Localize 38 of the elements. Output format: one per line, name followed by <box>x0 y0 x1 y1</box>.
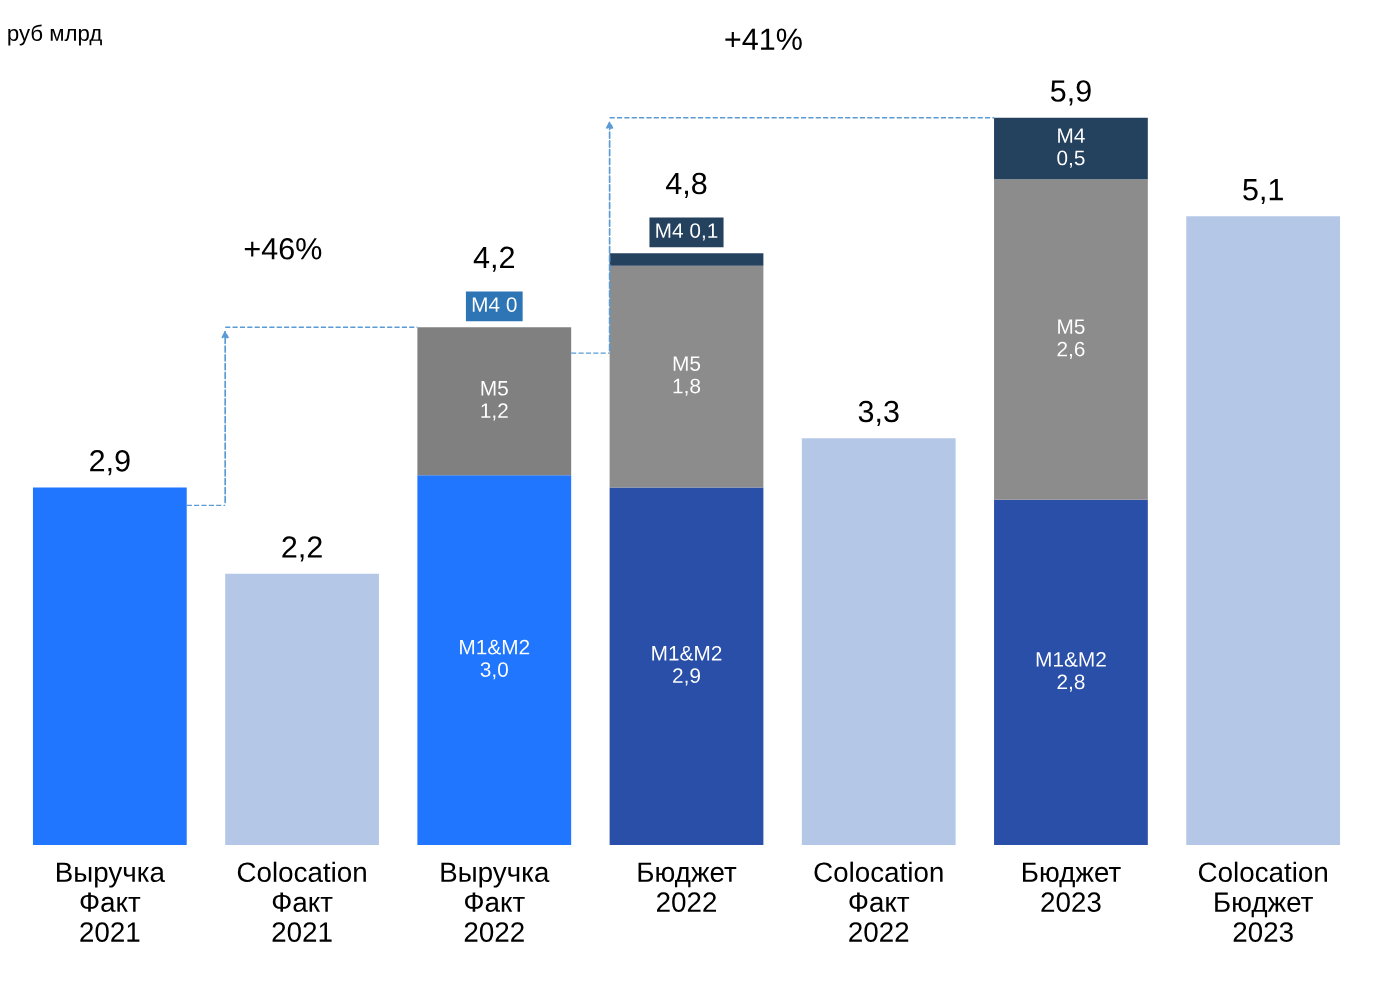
bar <box>32 487 187 845</box>
x-tick-label: Бюджет 2022 <box>638 862 737 912</box>
bar <box>609 487 764 845</box>
data-label: M1&M2 3,0 <box>460 639 530 680</box>
data-label: M4 0,5 <box>1057 128 1085 168</box>
x-tick-label: Colocation Бюджет 2023 <box>1198 861 1327 942</box>
total-label: 3,3 <box>858 400 899 426</box>
bar <box>1186 216 1341 845</box>
text: +41% <box>725 28 802 50</box>
bar <box>225 573 379 845</box>
x-tick-label: Выручка Факт 2021 <box>57 862 165 942</box>
bar <box>609 253 764 266</box>
x-tick-label: Бюджет 2023 <box>1022 862 1121 912</box>
total-label: 2,9 <box>90 449 130 476</box>
bar <box>994 179 1148 500</box>
annotation: +46% <box>244 237 322 260</box>
bar <box>609 265 764 488</box>
bar <box>417 475 572 845</box>
data-label: M5 1,2 <box>481 381 508 421</box>
total-label: 2,2 <box>282 536 322 562</box>
data-label: M4 0 <box>472 297 517 312</box>
data-label: M5 2,6 <box>1057 319 1085 359</box>
x-tick-label: Colocation Факт 2021 <box>237 861 366 942</box>
x-tick-label: Выручка Факт 2022 <box>441 862 550 942</box>
data-label: M4 0,1 <box>656 223 718 241</box>
total-label: 4,8 <box>665 172 707 198</box>
data-label: M1&M2 2,8 <box>1036 652 1106 692</box>
bar <box>417 327 572 476</box>
bar <box>994 499 1148 845</box>
total-label: 4,2 <box>473 246 514 272</box>
total-label: 5,1 <box>1243 179 1283 205</box>
text: руб млрд <box>8 24 102 46</box>
x-tick-label: Colocation Факт 2022 <box>814 861 943 942</box>
data-label: M1&M2 2,9 <box>652 645 722 686</box>
data-label: M5 1,8 <box>673 356 701 396</box>
bar <box>994 117 1148 180</box>
bar <box>801 438 956 845</box>
total-label: 5,9 <box>1050 80 1091 106</box>
